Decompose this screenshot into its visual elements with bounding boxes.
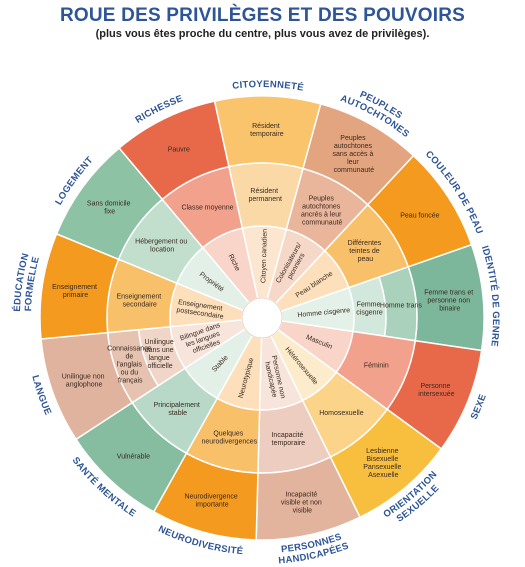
cells [39, 95, 485, 541]
cell-label: Peau foncée [400, 213, 439, 220]
category-label-line: SEXE [469, 393, 489, 422]
cell-label: Féminin [364, 362, 389, 369]
wheel-cell [118, 100, 230, 201]
cell-label: Unilingue dans une langue officielle [145, 339, 176, 370]
cell-label: Hébergement ou location [135, 239, 189, 254]
cell-label: Principalement stable [154, 402, 202, 417]
cell-label: Homme trans [380, 302, 423, 309]
cell-label: Unilingue non anglophone [62, 374, 107, 389]
cell-label: Classe moyenne [181, 205, 233, 212]
cell-label: Neurodivergence importante [184, 493, 239, 508]
cell-label: Enseignement primaire [52, 284, 99, 299]
subtitle: (plus vous êtes proche du centre, plus v… [95, 28, 430, 40]
cell-label: Différentes teintes de peau [348, 240, 384, 263]
cell-label: Peuples autochtones sans accès à leur co… [332, 135, 375, 174]
cell-label: Peuples autochtones ancrés à leur commun… [301, 196, 343, 227]
category-label: CITOYENNETÉ [232, 79, 305, 94]
cell-label: Résident temporaire [250, 123, 284, 138]
cell-label: Homme cisgenre [297, 307, 350, 319]
cell-label: Homosexuelle [319, 410, 363, 417]
cell-label: Lesbienne Bisexuelle Pansexuelle Asexuel… [363, 448, 403, 479]
cell-label: Femme trans et personne non binaire [424, 290, 475, 313]
category-label: SEXE [469, 393, 489, 422]
category-label-line: CITOYENNETÉ [232, 79, 304, 94]
cell-label: Incapacité temporaire [271, 432, 305, 447]
title: ROUE DES PRIVILÈGES ET DES POUVOIRS [59, 5, 466, 26]
cell-label: Vulnérable [117, 453, 150, 460]
cell-label: Résident permanent [248, 188, 282, 203]
cell-label: Sans domicile fixe [87, 200, 133, 215]
cell-label: Quelques neurodivergences [201, 431, 257, 446]
cell-label: Connaissance de l'anglais ou du français [107, 346, 153, 385]
cell-label: Pauvre [168, 146, 190, 153]
cell-label: Citoyen canadien [260, 229, 268, 283]
cell-label: Femme cisgenre [356, 301, 383, 316]
cell-label: Personne intersexuée [418, 383, 454, 398]
cell-label: Enseignement secondaire [116, 293, 163, 308]
cell-label: Incapacité visible et non visible [281, 492, 324, 515]
center [241, 297, 283, 339]
